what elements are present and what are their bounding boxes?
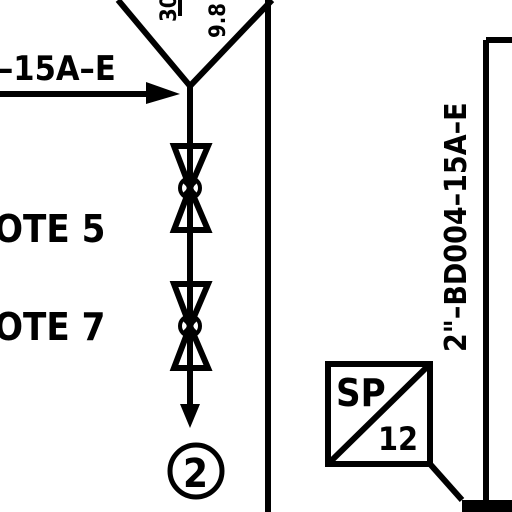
valve-1-icon [169,143,213,233]
sp-number: 12 [378,420,418,458]
bd004-line-label: 2"–BD004–15A–E [439,102,474,352]
inlet-arrow [0,82,180,104]
top-fragment-left: 30 [157,0,182,22]
svg-text:9.8: 9.8 [206,3,231,38]
svg-text:30: 30 [157,0,182,22]
note-7-label: OTE 7 [0,305,105,349]
inlet-line-label: –15A–E [0,49,116,89]
down-arrow-icon [180,404,200,428]
sp-instrument-box [325,361,465,502]
arrow-head-icon [146,82,180,104]
bd004-line [462,37,512,512]
valve-2-icon [169,281,213,371]
continuation-circle: 2 [167,442,225,500]
circle-marker-label: 2 [183,451,208,497]
sp-label: SP [336,371,386,415]
top-triangle-symbol [115,0,275,89]
note-5-label: OTE 5 [0,207,105,251]
top-fragment-right: 9.8 [206,3,231,38]
